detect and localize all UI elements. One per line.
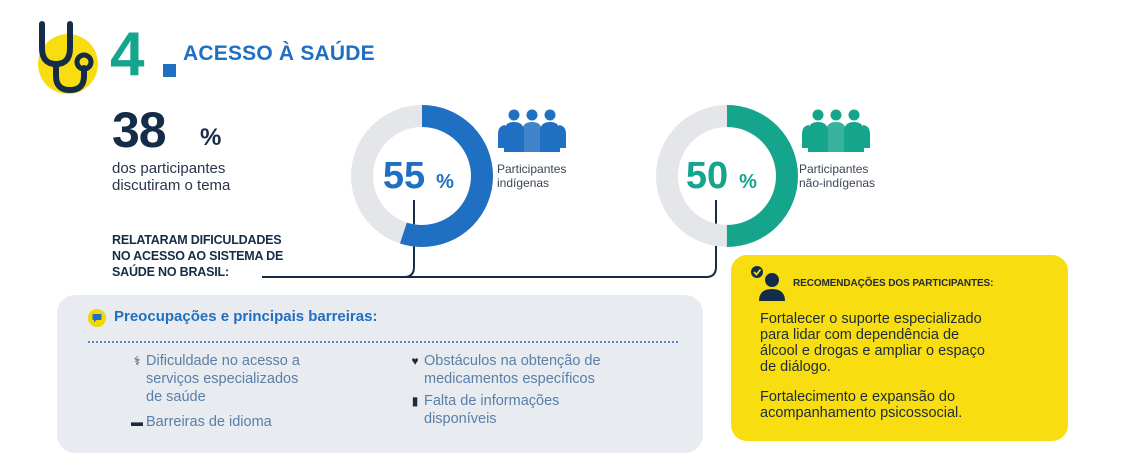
dotted-divider xyxy=(88,341,678,343)
donut-chart-non-indigenous: 50 % xyxy=(656,105,798,247)
recommendation-line: de diálogo. xyxy=(760,359,831,375)
report-heading-line: NO ACESSO AO SISTEMA DE xyxy=(112,249,284,263)
donut-label-line: Participantes xyxy=(497,162,567,176)
people-group-icon xyxy=(498,109,566,152)
concern-line: Barreiras de idioma xyxy=(146,414,272,430)
donut-arc-non-indigenous xyxy=(656,105,798,247)
report-heading: RELATARAM DIFICULDADES NO ACESSO AO SIST… xyxy=(112,232,352,280)
concern-line: Dificuldade no acesso a xyxy=(146,353,300,369)
stat-description: dos participantes discutiram o tema xyxy=(112,160,312,194)
concerns-panel xyxy=(57,295,703,453)
recommendations-title: RECOMENDAÇÕES DOS PARTICIPANTES: xyxy=(793,278,994,289)
chat-icon xyxy=(88,309,106,327)
section-title: ACESSO À SAÚDE xyxy=(183,42,375,65)
recommendation-paragraph: Fortalecer o suporte especializado para … xyxy=(760,311,1050,375)
donut-label-indigenous: Participantes indígenas xyxy=(497,162,566,190)
donut-value-non-indigenous: 50 xyxy=(686,155,728,197)
people-group-icon xyxy=(802,109,870,152)
concern-line: serviços especializados xyxy=(146,371,299,387)
donut-label-non-indigenous: Participantes não-indígenas xyxy=(799,162,875,190)
stat-unit: % xyxy=(200,124,222,151)
section-number: 4 xyxy=(110,20,145,89)
donut-value-indigenous: 55 xyxy=(383,155,425,197)
concern-item: ▮ Falta de informações disponíveis xyxy=(408,392,678,428)
stat-description-line: dos participantes xyxy=(112,160,226,177)
stat-description-line: discutiram o tema xyxy=(112,177,231,194)
concern-item: ♥ Obstáculos na obtenção de medicamentos… xyxy=(408,352,678,388)
concern-item: ▬ Barreiras de idioma xyxy=(130,413,390,431)
report-heading-line: RELATARAM DIFICULDADES xyxy=(112,233,282,247)
recommendation-line: Fortalecer o suporte especializado xyxy=(760,311,982,327)
recommendation-line: para lidar com dependência de xyxy=(760,327,960,343)
concern-line: Falta de informações xyxy=(424,393,560,409)
donut-label-line: indígenas xyxy=(497,176,550,190)
stethoscope-icon xyxy=(38,21,98,94)
donut-arc-indigenous xyxy=(351,105,493,247)
donut-chart-indigenous: 55 % xyxy=(351,105,493,247)
heart-icon: ♥ xyxy=(411,354,419,368)
report-heading-line: SAÚDE NO BRASIL: xyxy=(112,265,229,279)
donut-label-line: Participantes xyxy=(799,162,869,176)
donut-unit-indigenous: % xyxy=(436,171,454,193)
recommendation-line: Fortalecimento e expansão do xyxy=(760,389,956,405)
concerns-title: Preocupações e principais barreiras: xyxy=(114,308,378,325)
chat-icon: ▬ xyxy=(131,415,143,429)
concern-item: ⚕ Dificuldade no acesso a serviços espec… xyxy=(130,352,390,406)
concern-line: medicamentos específicos xyxy=(424,371,595,387)
recommendation-line: acompanhamento psicossocial. xyxy=(760,405,963,421)
recommendation-line: álcool e drogas e ampliar o espaço xyxy=(760,343,985,359)
section-number-dot xyxy=(163,64,176,77)
stat-value: 38 xyxy=(112,102,167,158)
recommendations-panel xyxy=(731,255,1068,441)
donut-unit-non-indigenous: % xyxy=(739,171,757,193)
stethoscope-icon: ⚕ xyxy=(133,354,141,368)
concern-line: disponíveis xyxy=(424,411,497,427)
document-icon: ▮ xyxy=(411,394,419,408)
person-check-icon xyxy=(751,266,785,301)
concern-line: de saúde xyxy=(146,389,206,405)
concern-line: Obstáculos na obtenção de xyxy=(424,353,601,369)
donut-label-line: não-indígenas xyxy=(799,176,876,190)
recommendation-paragraph: Fortalecimento e expansão do acompanhame… xyxy=(760,389,1050,421)
